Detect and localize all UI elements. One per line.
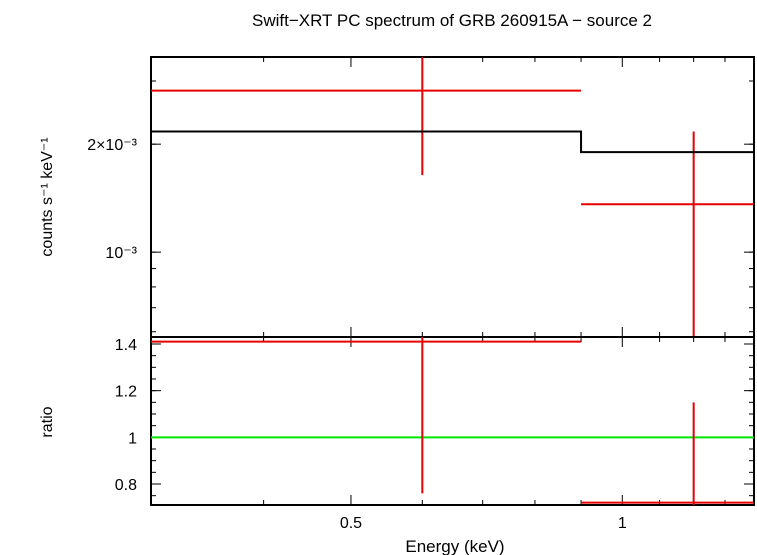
spectrum-frame (150, 56, 755, 338)
plot-panels: 2×10⁻³ 10⁻³ 0.5 1 0.8 1 1.2 1.4 (87, 56, 755, 532)
chart-title: Swift−XRT PC spectrum of GRB 260915A − s… (252, 11, 652, 30)
spectrum-panel: 2×10⁻³ 10⁻³ (87, 56, 755, 338)
y-tick-label: 10⁻³ (105, 245, 137, 262)
x-tick-label: 0.5 (340, 515, 362, 532)
y-tick-label: 2×10⁻³ (87, 137, 137, 154)
ratio-frame (150, 336, 755, 506)
x-tick-label: 1 (618, 515, 627, 532)
y-tick-label: 1.2 (115, 384, 137, 401)
y-tick-label: 0.8 (115, 477, 137, 494)
ratio-panel: 0.5 1 0.8 1 1.2 1.4 (115, 336, 755, 532)
model-step-line (151, 130, 754, 154)
y-tick-label: 1 (128, 430, 137, 447)
x-axis-label: Energy (keV) (405, 537, 504, 555)
y-tick-label: 1.4 (115, 337, 137, 354)
spectrum-y-axis-label: counts s⁻¹ keV⁻¹ (39, 137, 56, 256)
ratio-y-axis-label: ratio (39, 406, 56, 437)
